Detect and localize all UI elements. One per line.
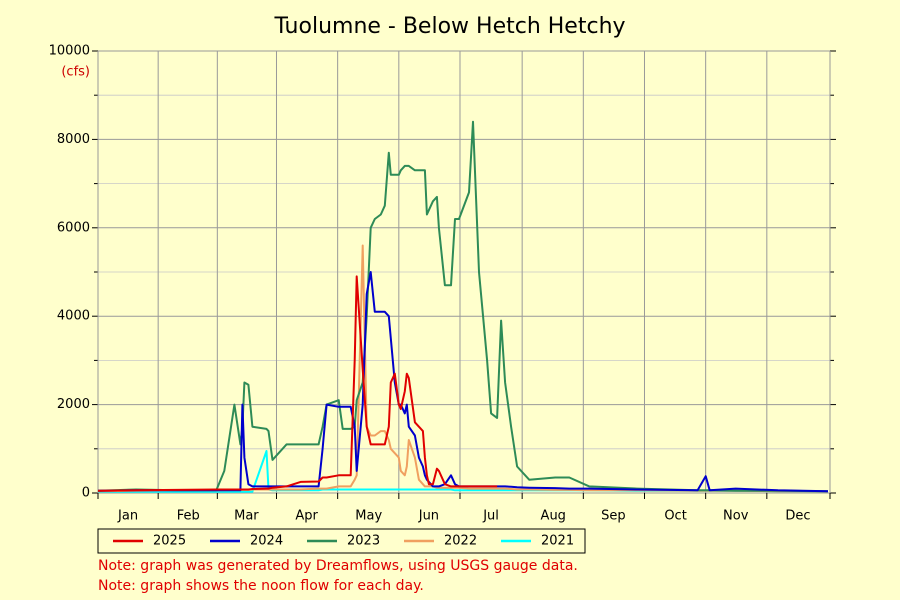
x-tick-label: Jun	[418, 509, 439, 524]
note: Note: graph was generated by Dreamflows,…	[98, 558, 578, 574]
x-tick-label: Mar	[234, 509, 259, 524]
x-tick-label: Jan	[117, 509, 138, 524]
x-tick-label: Sep	[601, 509, 626, 524]
y-tick-label: 0	[82, 486, 90, 501]
x-tick-label: Oct	[664, 509, 686, 524]
x-tick-label: Apr	[295, 509, 318, 524]
legend-label: 2021	[541, 534, 574, 549]
y-axis-label: (cfs)	[61, 65, 90, 80]
legend-label: 2023	[347, 534, 380, 549]
legend-label: 2022	[444, 534, 477, 549]
x-tick-label: Nov	[723, 509, 749, 524]
legend-label: 2025	[153, 534, 186, 549]
y-tick-label: 4000	[57, 309, 90, 324]
chart-title: Tuolumne - Below Hetch Hetchy	[273, 14, 625, 39]
y-tick-label: 8000	[57, 132, 90, 147]
legend-label: 2024	[250, 534, 283, 549]
x-tick-label: May	[355, 509, 382, 524]
series-line	[97, 275, 498, 492]
y-tick-label: 6000	[57, 220, 90, 235]
series-line	[97, 120, 829, 493]
x-tick-label: Aug	[541, 509, 566, 524]
x-tick-label: Jul	[482, 509, 499, 524]
series-line	[98, 450, 828, 493]
note: Note: graph shows the noon flow for each…	[98, 578, 424, 594]
series-line	[97, 271, 829, 493]
x-tick-label: Feb	[177, 509, 200, 524]
y-tick-label: 2000	[57, 397, 90, 412]
y-tick-label: 10000	[49, 44, 90, 59]
x-tick-label: Dec	[785, 509, 810, 524]
legend-box	[97, 528, 586, 554]
